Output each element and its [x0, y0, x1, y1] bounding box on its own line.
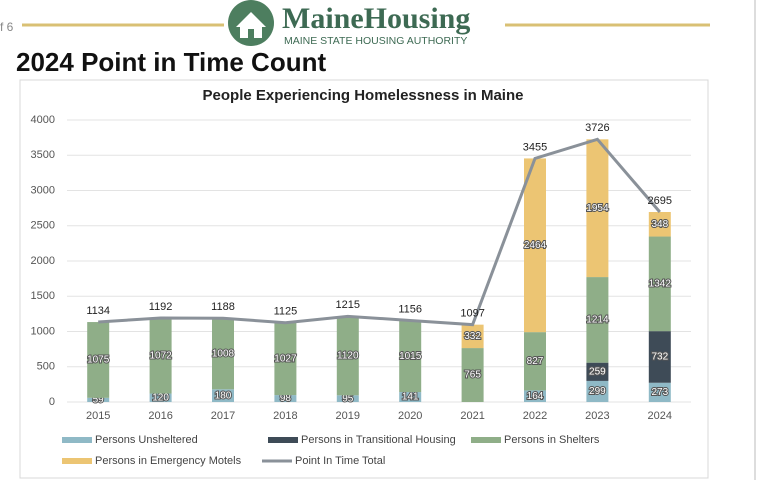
logo: MaineHousing MAINE STATE HOUSING AUTHORI… — [228, 0, 470, 47]
data-label: 180 — [215, 390, 232, 401]
bar-segment — [648, 212, 671, 237]
bar-segment — [524, 390, 546, 402]
bar-segment — [586, 139, 609, 278]
y-tick-label: 4000 — [31, 114, 55, 126]
data-label: 1120 — [337, 350, 359, 361]
legend-label: Persons Unsheltered — [95, 434, 198, 446]
y-tick-label: 3000 — [31, 184, 55, 196]
total-line — [98, 137, 661, 327]
y-tick-label: 3500 — [31, 149, 55, 161]
data-label: 332 — [464, 331, 481, 342]
legend-swatch — [471, 437, 501, 443]
legend-label: Persons in Shelters — [504, 434, 600, 446]
x-tick-label: 2017 — [211, 410, 235, 422]
page-number: f 6 — [0, 20, 14, 34]
data-label: 1027 — [274, 354, 297, 365]
bar-segment — [399, 392, 422, 402]
logo-tagline: MAINE STATE HOUSING AUTHORITY — [284, 35, 467, 47]
bar-segment — [586, 277, 609, 363]
logo-name: MaineHousing — [282, 2, 470, 35]
x-tick-label: 2023 — [585, 410, 609, 422]
bar-segment — [648, 331, 671, 383]
x-tick-label: 2020 — [398, 410, 422, 422]
bar-segment — [274, 395, 297, 402]
bar-segment — [461, 324, 484, 349]
data-label: 1072 — [149, 350, 172, 361]
bar-segment — [336, 316, 359, 396]
total-label: 1192 — [149, 301, 173, 313]
total-label: 1134 — [86, 305, 110, 317]
data-label: 164 — [527, 391, 544, 402]
legend-swatch — [268, 437, 298, 443]
data-label: 1342 — [649, 278, 672, 289]
bar-segment — [586, 380, 609, 402]
bar-segment — [87, 397, 110, 402]
x-tick-label: 2015 — [86, 410, 110, 422]
data-label: 141 — [402, 392, 419, 403]
data-label: 732 — [651, 352, 668, 363]
x-tick-label: 2018 — [273, 410, 297, 422]
bar-segment — [149, 317, 172, 394]
x-tick-label: 2016 — [148, 410, 172, 422]
y-tick-label: 1500 — [31, 290, 55, 302]
data-label: 95 — [342, 393, 354, 404]
data-label: 273 — [651, 387, 668, 398]
bar-segment — [87, 322, 110, 398]
data-label: 120 — [152, 392, 169, 403]
data-label: 1954 — [586, 203, 609, 214]
data-label: 765 — [464, 370, 481, 381]
y-tick-label: 2000 — [31, 255, 55, 267]
data-label: 2464 — [524, 240, 547, 251]
y-tick-label: 2500 — [31, 220, 55, 232]
legend-swatch — [62, 437, 92, 443]
bar-segment — [648, 236, 671, 332]
legend-label: Persons in Transitional Housing — [301, 434, 456, 446]
data-label: 1008 — [212, 348, 235, 359]
data-label: 1075 — [87, 355, 110, 366]
total-label: 2695 — [648, 195, 672, 207]
bar-segment — [399, 320, 422, 393]
x-tick-label: 2024 — [648, 410, 672, 422]
data-label: 1214 — [586, 315, 609, 326]
legend-swatch — [62, 458, 92, 464]
x-tick-label: 2022 — [523, 410, 547, 422]
y-tick-label: 0 — [49, 396, 55, 408]
y-tick-label: 500 — [37, 361, 55, 373]
legend-label: Point In Time Total — [295, 455, 385, 467]
x-tick-label: 2019 — [336, 410, 360, 422]
total-label: 1156 — [398, 303, 422, 315]
total-label: 1188 — [211, 301, 235, 313]
bar-segment — [524, 332, 546, 391]
data-label: 299 — [589, 386, 606, 397]
bar-segment — [586, 362, 609, 381]
bar-segment — [149, 393, 172, 402]
total-label: 3726 — [585, 122, 609, 134]
bar-segment — [336, 395, 359, 402]
chart-title: People Experiencing Homelessness in Main… — [203, 87, 524, 104]
total-label: 1097 — [460, 308, 484, 320]
bar-segment — [274, 322, 297, 396]
total-label: 1215 — [336, 299, 360, 311]
data-label: 348 — [651, 219, 668, 230]
data-label: 827 — [527, 356, 544, 367]
chart-frame — [19, 79, 709, 479]
y-tick-label: 1000 — [31, 325, 55, 337]
heading: 2024 Point in Time Count — [16, 47, 326, 77]
bar-segment — [212, 389, 234, 402]
x-tick-label: 2021 — [460, 410, 484, 422]
bar-segment — [212, 318, 234, 390]
bar-segment — [461, 348, 484, 402]
data-label: 259 — [589, 366, 606, 377]
total-label: 3455 — [523, 141, 547, 153]
data-label: 1015 — [399, 351, 422, 362]
legend-label: Persons in Emergency Motels — [95, 455, 242, 467]
total-label: 1125 — [274, 306, 298, 318]
bar-segment — [524, 158, 546, 333]
data-label: 98 — [280, 393, 292, 404]
bar-segment — [648, 382, 671, 402]
